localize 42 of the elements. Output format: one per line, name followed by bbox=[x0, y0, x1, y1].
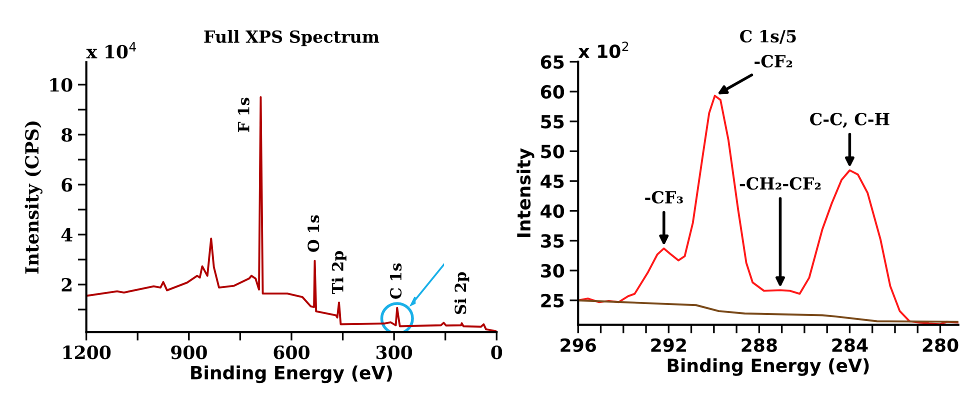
annotation: C-C, C-H bbox=[810, 112, 890, 128]
x-tick-label: 280 bbox=[922, 338, 958, 352]
x-tick-label: 600 bbox=[274, 346, 310, 360]
y-tick-label: 35 bbox=[541, 234, 564, 248]
y-tick-label: 65 bbox=[540, 55, 564, 69]
x-tick-label: 300 bbox=[376, 346, 412, 360]
y-tick-label: 40 bbox=[540, 204, 564, 218]
x-tick-label: 296 bbox=[560, 338, 596, 352]
y-tick-label: 45 bbox=[540, 174, 564, 188]
annotation: -CF₃ bbox=[645, 190, 683, 204]
y-tick-label: 2 bbox=[62, 278, 72, 292]
y-tick-label: 10 bbox=[50, 78, 72, 92]
y-axis-title: Intensity (CPS) bbox=[24, 121, 42, 274]
x-tick-label: 292 bbox=[651, 338, 686, 352]
annotation: -CH₂-CF₂ bbox=[740, 177, 821, 190]
x-tick-label: 900 bbox=[171, 346, 207, 360]
y-tick-label: 6 bbox=[62, 178, 72, 192]
annotation: O 1s bbox=[308, 215, 320, 252]
y-tick-label: 4 bbox=[61, 228, 72, 242]
text: x 10$^{2}$ bbox=[578, 42, 628, 58]
line-series bbox=[578, 299, 958, 323]
annotation: Ti 2p bbox=[332, 251, 346, 294]
y-tick-label: 50 bbox=[541, 144, 564, 158]
annotation: C 1s bbox=[390, 263, 402, 299]
annotation: -CF₂ bbox=[754, 54, 792, 68]
y-axis-title: Intensity bbox=[516, 148, 534, 237]
x-axis-title: Binding Energy (eV) bbox=[191, 365, 392, 384]
y-tick-label: 25 bbox=[541, 294, 564, 308]
chart-title: Full XPS Spectrum bbox=[204, 30, 380, 46]
text: x 10$^{4}$ bbox=[86, 42, 136, 59]
y-tick-label: 8 bbox=[62, 128, 72, 142]
x-tick-label: 0 bbox=[491, 346, 502, 360]
annotation: Si 2p bbox=[454, 272, 470, 314]
annotation: F 1s bbox=[238, 98, 250, 132]
x-axis-title: Binding Energy (eV) bbox=[668, 358, 869, 376]
x-tick-label: 288 bbox=[742, 338, 777, 352]
y-tick-label: 55 bbox=[541, 115, 564, 129]
x-tick-label: 1200 bbox=[63, 346, 111, 360]
y-tick-label: 60 bbox=[540, 85, 564, 99]
chart-title: C 1s/5 bbox=[740, 30, 796, 44]
x-tick-label: 284 bbox=[832, 338, 868, 352]
y-tick-label: 30 bbox=[541, 264, 564, 278]
